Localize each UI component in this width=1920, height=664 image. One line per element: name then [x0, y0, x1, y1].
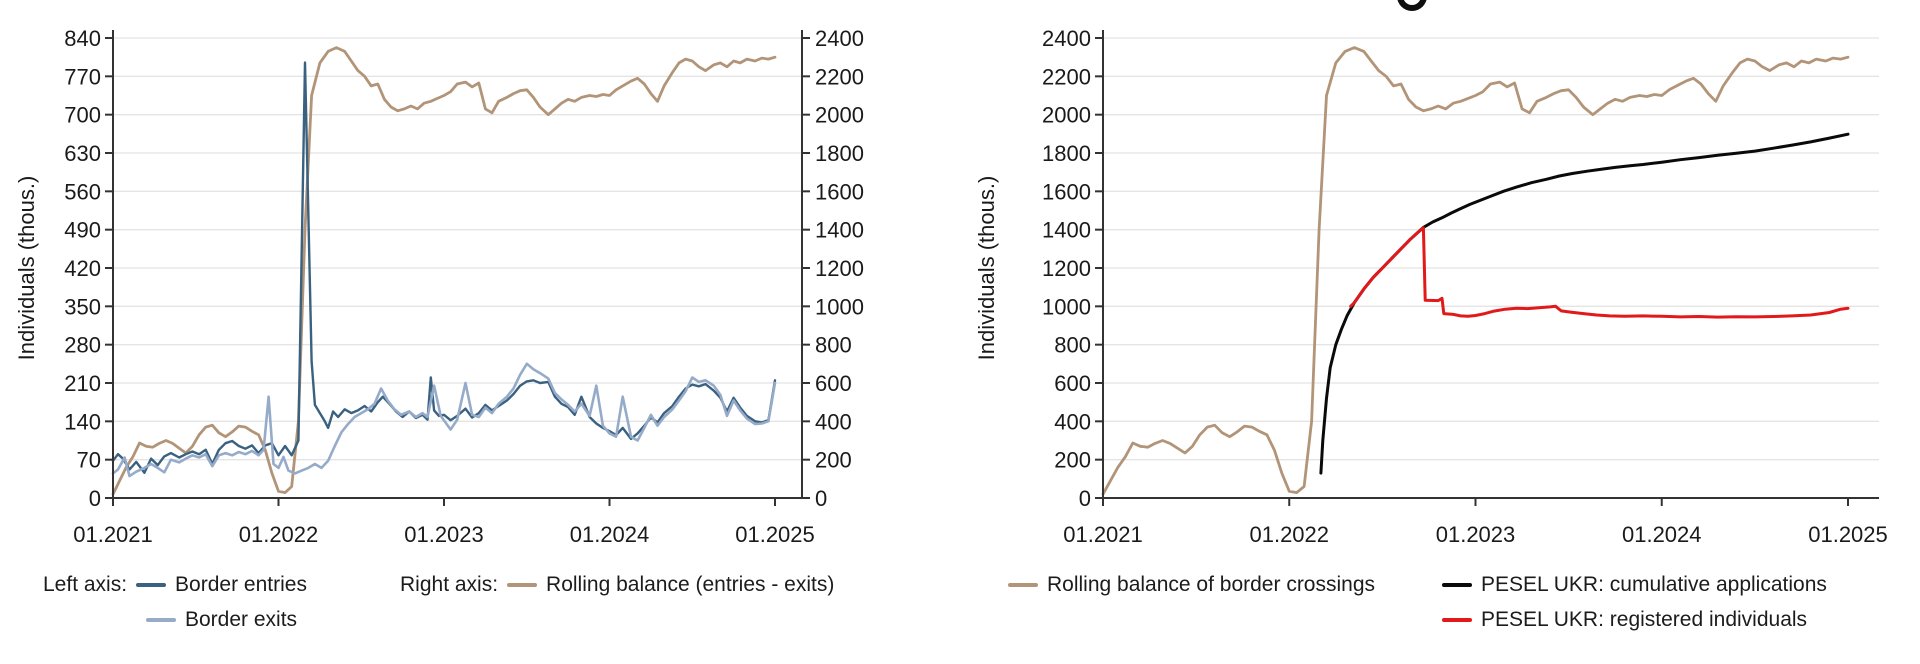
series-border-exits-line	[111, 362, 777, 478]
right-y-tick-label: 1800	[815, 141, 864, 166]
right-y-tick-label: 400	[815, 409, 852, 434]
x-tick-label: 01.2021	[73, 522, 153, 547]
chart-border-crossings-panel: 0 70 140 210 280 350 420 490 560 630 700 770 840 0 200…	[14, 26, 864, 547]
pesel-registered-swatch	[1442, 618, 1472, 622]
y-tick-label: 1600	[1042, 179, 1091, 204]
y-tick-label: 1800	[1042, 141, 1091, 166]
right-y-tick-label: 1200	[815, 256, 864, 281]
series-rolling-balance-entries-exits-line	[111, 46, 777, 496]
pesel-cumulative-swatch	[1442, 583, 1472, 587]
legend-pesel-registered: PESEL UKR: registered individuals	[1442, 607, 1807, 633]
y-tick-label: 600	[1054, 371, 1091, 396]
right-y-tick-label: 1000	[815, 294, 864, 319]
right-y-tick-label: 800	[815, 333, 852, 358]
right-y-tick-label: 1600	[815, 179, 864, 204]
y-tick-label: 1000	[1042, 294, 1091, 319]
y-tick-label: 800	[1054, 333, 1091, 358]
right-y-tick-label: 200	[815, 448, 852, 473]
y-tick-label: 200	[1054, 448, 1091, 473]
y-tick-label: 400	[1054, 409, 1091, 434]
y-tick-label: 770	[64, 64, 101, 89]
legend-pesel-cumulative: PESEL UKR: cumulative applications	[1442, 572, 1827, 598]
border-exits-swatch	[146, 618, 176, 622]
y-tick-label: 70	[77, 448, 101, 473]
y-tick-label: 210	[64, 371, 101, 396]
legend-left-axis-entries: Left axis: Border entries	[43, 572, 307, 598]
series-border-entries-line	[111, 61, 777, 474]
right-y-tick-label: 600	[815, 371, 852, 396]
y-tick-label: 0	[1079, 486, 1091, 511]
y-tick-label: 280	[64, 333, 101, 358]
pesel-cumulative-label: PESEL UKR: cumulative applications	[1481, 573, 1827, 596]
x-tick-label: 01.2025	[735, 522, 815, 547]
y-tick-label: 140	[64, 409, 101, 434]
y-tick-label: 2000	[1042, 103, 1091, 128]
legend-rolling-balance-crossings: Rolling balance of border crossings	[1008, 572, 1375, 598]
series-pesel-ukr-registered-individuals-line	[1349, 226, 1850, 319]
series-rolling-balance-of-border-crossings-line	[1101, 46, 1850, 496]
x-tick-label: 01.2024	[1622, 522, 1702, 547]
x-tick-label: 01.2021	[1063, 522, 1143, 547]
x-tick-label: 01.2023	[404, 522, 484, 547]
y-tick-label: 0	[89, 486, 101, 511]
rolling-balance-crossings-swatch	[1008, 583, 1038, 587]
x-tick-label: 01.2023	[1436, 522, 1516, 547]
y-tick-label: 1200	[1042, 256, 1091, 281]
right-y-tick-label: 0	[815, 486, 827, 511]
right-y-tick-label: 2400	[815, 26, 864, 51]
y-tick-label: 420	[64, 256, 101, 281]
right-y-tick-label: 1400	[815, 218, 864, 243]
legend-right-axis-balance: Right axis: Rolling balance (entries - e…	[400, 572, 834, 598]
right-y-tick-label: 2200	[815, 64, 864, 89]
pesel-registered-label: PESEL UKR: registered individuals	[1481, 608, 1808, 631]
y-axis-title: Individuals (thous.)	[14, 176, 39, 361]
y-tick-label: 2200	[1042, 64, 1091, 89]
border-exits-label: Border exits	[185, 608, 298, 631]
chart-pesel-panel: 0 200 400 600 800 1000 1200 1400 1600 1800 2000 220…	[974, 26, 1888, 547]
y-tick-label: 350	[64, 294, 101, 319]
legend-border-exits: Border exits	[146, 607, 297, 633]
right-axis-prefix-label: Right axis:	[400, 573, 499, 596]
border-entries-label: Border entries	[175, 573, 307, 596]
series-pesel-ukr-cumulative-applications-line	[1319, 132, 1850, 475]
y-tick-label: 2400	[1042, 26, 1091, 51]
y-axis-title: Individuals (thous.)	[974, 176, 999, 361]
x-tick-label: 01.2025	[1808, 522, 1888, 547]
y-tick-label: 630	[64, 141, 101, 166]
border-entries-swatch	[136, 583, 167, 587]
x-tick-label: 01.2022	[239, 522, 319, 547]
rolling-balance-swatch	[507, 583, 538, 587]
x-tick-label: 01.2022	[1249, 522, 1329, 547]
left-axis-prefix-label: Left axis:	[43, 573, 128, 596]
y-tick-label: 1400	[1042, 218, 1091, 243]
x-tick-label: 01.2024	[570, 522, 650, 547]
right-y-tick-label: 2000	[815, 103, 864, 128]
y-tick-label: 700	[64, 103, 101, 128]
rolling-balance-label: Rolling balance (entries - exits)	[546, 573, 835, 596]
y-tick-label: 560	[64, 179, 101, 204]
y-tick-label: 840	[64, 26, 101, 51]
y-tick-label: 490	[64, 218, 101, 243]
rolling-balance-crossings-label: Rolling balance of border crossings	[1047, 573, 1376, 596]
